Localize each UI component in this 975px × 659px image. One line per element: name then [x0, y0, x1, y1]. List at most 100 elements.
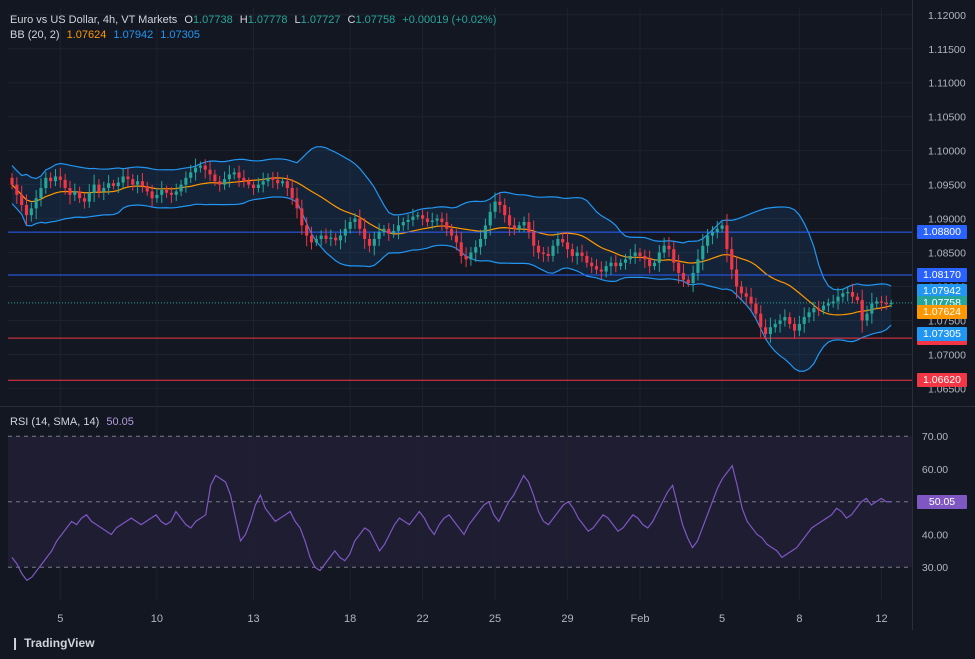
candle-body: [623, 259, 628, 263]
candle-body: [817, 308, 821, 311]
rsi-header-value: 50.05: [106, 416, 134, 428]
candle-body: [570, 249, 574, 256]
candle-body: [10, 177, 14, 185]
candle-body: [590, 262, 594, 267]
candle-body: [271, 177, 275, 180]
rsi-value-label: 50.05: [917, 494, 967, 509]
candle-body: [367, 238, 372, 246]
candle-body: [165, 190, 169, 193]
candle-body: [435, 218, 439, 221]
candle-body: [353, 218, 357, 222]
candle-body: [145, 185, 149, 192]
candle-body: [633, 252, 637, 256]
candle-body: [126, 176, 130, 180]
candle-body: [802, 317, 806, 324]
candle-body: [314, 238, 318, 243]
candle-body: [111, 183, 116, 186]
candle-body: [638, 252, 642, 256]
candle-body: [290, 188, 294, 199]
time-axis-tick: 13: [247, 613, 259, 625]
candle-body: [483, 225, 487, 239]
candle-body: [387, 228, 391, 234]
candle-body: [58, 176, 62, 180]
candle-body: [879, 301, 884, 303]
bb-lower-line: [11, 196, 892, 372]
candle-body: [82, 198, 87, 202]
candle-body: [536, 245, 541, 253]
candle-body: [276, 179, 280, 184]
candle-body: [686, 279, 690, 284]
candle-body: [585, 255, 589, 263]
candle-body: [662, 245, 666, 253]
candle-body: [614, 262, 618, 267]
level-price-label: 1.08170: [917, 267, 967, 282]
bb-basis-value: 1.07624: [66, 29, 107, 41]
candle-body: [87, 192, 91, 202]
candle-body: [870, 303, 874, 314]
time-axis-tick: 8: [796, 613, 802, 625]
candle-body: [24, 205, 29, 216]
candle-body: [256, 184, 260, 189]
close-value: C1.07758: [347, 14, 396, 26]
candle-body: [604, 266, 608, 272]
open-value: O1.07738: [184, 14, 233, 26]
candle-body: [855, 296, 859, 301]
candle-body: [184, 177, 188, 185]
candle-body: [715, 228, 719, 233]
candle-body: [551, 245, 555, 256]
candle-body: [773, 323, 777, 328]
candle-body: [445, 221, 449, 229]
bb-fill: [12, 146, 892, 372]
candle-body: [121, 176, 125, 183]
candle-body: [237, 172, 241, 178]
time-axis-tick: 29: [561, 613, 573, 625]
candle-body: [503, 205, 507, 216]
candle-body: [541, 252, 545, 254]
candle-body: [300, 208, 304, 226]
time-axis-tick: 5: [719, 613, 725, 625]
candle-body: [464, 255, 468, 260]
candle-body: [208, 169, 212, 175]
price-axis-tick: 1.12000: [928, 10, 966, 22]
candle-body: [681, 272, 686, 280]
candle-body: [29, 208, 33, 216]
candle-body: [401, 221, 405, 226]
rsi-axis-tick: 60.00: [922, 464, 948, 476]
candle-body: [140, 181, 144, 186]
candle-body: [218, 181, 222, 185]
candle-body: [102, 188, 106, 192]
candle-body: [826, 303, 830, 306]
candle-body: [889, 302, 893, 305]
price-axis-tick: 1.11000: [928, 78, 965, 90]
candle-body: [251, 184, 256, 189]
candle-body: [15, 184, 19, 195]
candle-body: [517, 225, 521, 229]
candle-body: [324, 235, 328, 239]
candle-body: [155, 194, 159, 199]
candle-body: [701, 245, 705, 260]
price-axis-tick: 1.09500: [928, 180, 966, 192]
candle-body: [372, 238, 376, 246]
tradingview-brand[interactable]: ❙ TradingView: [10, 636, 95, 650]
candle-body: [580, 252, 584, 256]
candle-body: [454, 235, 458, 243]
time-axis-tick: 22: [416, 613, 428, 625]
candle-body: [527, 221, 531, 233]
candle-body: [20, 194, 24, 205]
candle-body: [227, 174, 231, 180]
pane-divider: [0, 406, 975, 407]
brand-text: TradingView: [24, 636, 95, 650]
candle-body: [44, 177, 48, 189]
candle-body: [469, 252, 473, 260]
candle-body: [338, 235, 343, 241]
time-axis-tick: 12: [875, 613, 887, 625]
candle-body: [841, 293, 845, 297]
candle-body: [532, 232, 536, 246]
candle-body: [507, 215, 512, 226]
candle-body: [821, 305, 826, 311]
candle-body: [652, 262, 657, 267]
rsi-label: RSI (14, SMA, 14): [10, 416, 100, 428]
candle-body: [363, 228, 367, 239]
indicator-price-label: 1.07305: [917, 327, 967, 342]
